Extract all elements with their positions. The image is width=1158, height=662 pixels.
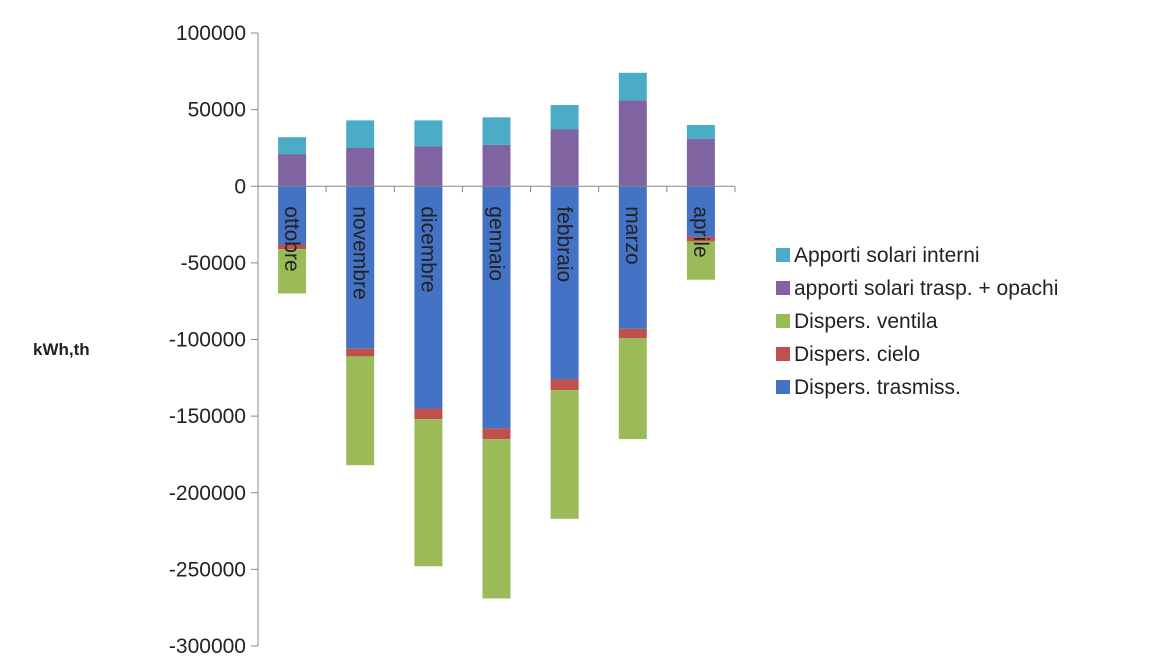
y-tick-label: 100000 [176, 22, 246, 45]
category-label: febbraio [553, 206, 576, 282]
labels-layer: 100000 50000 0 -50000 -100000 -150000 -200000 -… [169, 22, 712, 658]
bar-segment [686, 241, 715, 280]
bar-segment [346, 147, 375, 187]
bar-segment [346, 186, 375, 349]
bar-segment [346, 120, 375, 148]
legend-entry: Dispers. ventila [794, 310, 938, 333]
bar-segment [550, 379, 579, 390]
bar-segment [482, 117, 511, 145]
bar-segment [550, 105, 579, 130]
legend-swatch [776, 281, 790, 295]
y-tick-label: -50000 [181, 252, 246, 275]
bar-segment [686, 125, 715, 139]
bar-segment [618, 338, 647, 440]
bar-segment [278, 244, 307, 250]
legend: Apporti solari interni apporti solari tra… [776, 244, 1058, 399]
bar-segment [686, 138, 715, 187]
bar-segment [686, 236, 715, 242]
bar-segment [550, 129, 579, 187]
bar-segment [618, 100, 647, 187]
y-tick-label: 50000 [188, 99, 246, 122]
bar-segment [482, 186, 511, 429]
legend-entry: Dispers. trasmiss. [794, 376, 961, 399]
y-tick-label: 0 [234, 175, 246, 198]
bar-segment [346, 348, 375, 357]
legend-swatch [776, 248, 790, 262]
bar-segment [414, 408, 443, 420]
legend-swatch [776, 314, 790, 328]
legend-entry: Apporti solari interni [794, 244, 980, 267]
bar-segment [346, 356, 375, 466]
legend-swatch [776, 380, 790, 394]
category-label: dicembre [416, 206, 439, 292]
bar-segment [686, 186, 715, 237]
bar-segment [414, 186, 443, 409]
y-axis-label: kWh,th [33, 340, 90, 359]
bar-segment [278, 137, 307, 155]
category-label: ottobre [280, 206, 303, 271]
bar-segment [482, 439, 511, 599]
bar-segment [482, 144, 511, 187]
bar-segment [278, 154, 307, 187]
bar-segment [550, 390, 579, 519]
y-tick-label: -100000 [169, 329, 246, 352]
y-tick-label: -300000 [169, 635, 246, 657]
bar-segment [618, 72, 647, 101]
legend-entry: Dispers. cielo [794, 343, 920, 366]
bar-segment [550, 186, 579, 380]
bar-segment [278, 249, 307, 294]
bar-segment [414, 120, 443, 147]
bar-segment [482, 428, 511, 440]
category-label: marzo [621, 206, 644, 264]
bar-segment [618, 328, 647, 338]
axes-layer [251, 32, 736, 647]
category-label: novembre [348, 206, 371, 299]
bar-segment [618, 186, 647, 329]
bar-segment [414, 419, 443, 567]
y-tick-label: -200000 [169, 482, 246, 505]
y-tick-label: -150000 [169, 405, 246, 428]
legend-swatch [776, 347, 790, 361]
legend-entry: apporti solari trasp. + opachi [794, 277, 1058, 300]
bar-segment [278, 186, 307, 245]
y-tick-label: -250000 [169, 558, 246, 581]
category-label: gennaio [485, 206, 508, 281]
bars-layer [278, 72, 715, 599]
category-label: aprile [689, 206, 712, 257]
bar-segment [414, 146, 443, 187]
